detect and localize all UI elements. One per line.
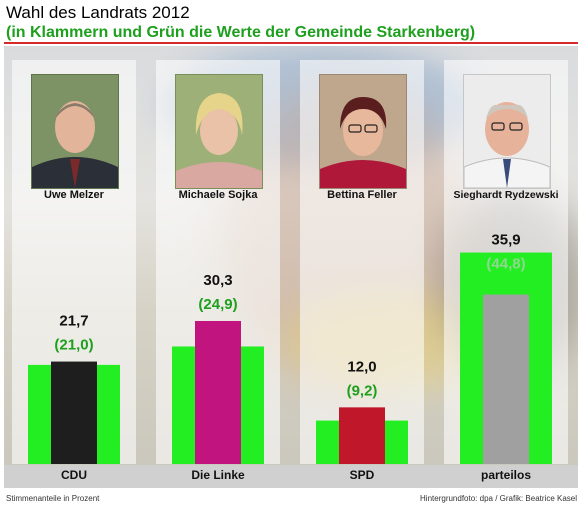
category-label-linke: Die Linke — [191, 468, 245, 482]
footer-credit: Hintergrundfoto: dpa / Grafik: Beatrice … — [420, 494, 577, 503]
chart-background-photo: Uwe Melzer Michaele Sojka Bettina Feller… — [4, 46, 578, 488]
chart-title: Wahl des Landrats 2012 — [6, 3, 190, 22]
candidate-name-cdu: Uwe Melzer — [44, 189, 104, 201]
footer-unit-note: Stimmenanteile in Prozent — [6, 494, 100, 503]
candidate-name-spd: Bettina Feller — [327, 189, 397, 201]
category-label-parteilos: parteilos — [480, 468, 531, 482]
portrait-sieghardt-rydzewski — [463, 74, 551, 189]
portrait-michaele-sojka — [175, 74, 263, 189]
bars-layer: 21,7 (21,0) 30,3 (24,9) 12,0 (9,2) 35,9 (44,8) — [28, 232, 552, 464]
data-label-starkenberg-spd: (9,2) — [347, 382, 378, 399]
candidate-name-linke: Michaele Sojka — [178, 189, 258, 201]
data-label-starkenberg-cdu: (21,0) — [54, 337, 93, 354]
bar-total-cdu — [51, 361, 97, 464]
data-label-total-linke: 30,3 — [203, 272, 232, 289]
data-label-starkenberg-parteilos: (44,8) — [486, 256, 525, 273]
bar-total-spd — [339, 407, 385, 464]
data-label-total-parteilos: 35,9 — [491, 232, 520, 249]
data-label-total-spd: 12,0 — [347, 358, 376, 375]
data-label-starkenberg-linke: (24,9) — [198, 296, 237, 313]
portrait-uwe-melzer — [31, 74, 119, 189]
title-rule — [4, 42, 578, 44]
candidate-name-parteilos: Sieghardt Rydzewski — [453, 189, 559, 201]
data-label-total-cdu: 21,7 — [59, 313, 88, 330]
chart-subtitle: (in Klammern und Grün die Werte der Geme… — [6, 24, 476, 41]
bar-total-linke — [195, 320, 241, 464]
portrait-bettina-feller — [319, 74, 407, 189]
bar-total-parteilos — [483, 294, 529, 464]
category-label-cdu: CDU — [61, 468, 87, 482]
category-axis-band — [4, 465, 578, 488]
category-label-spd: SPD — [349, 468, 375, 482]
title-block: Wahl des Landrats 2012 (in Klammern und … — [6, 3, 578, 42]
